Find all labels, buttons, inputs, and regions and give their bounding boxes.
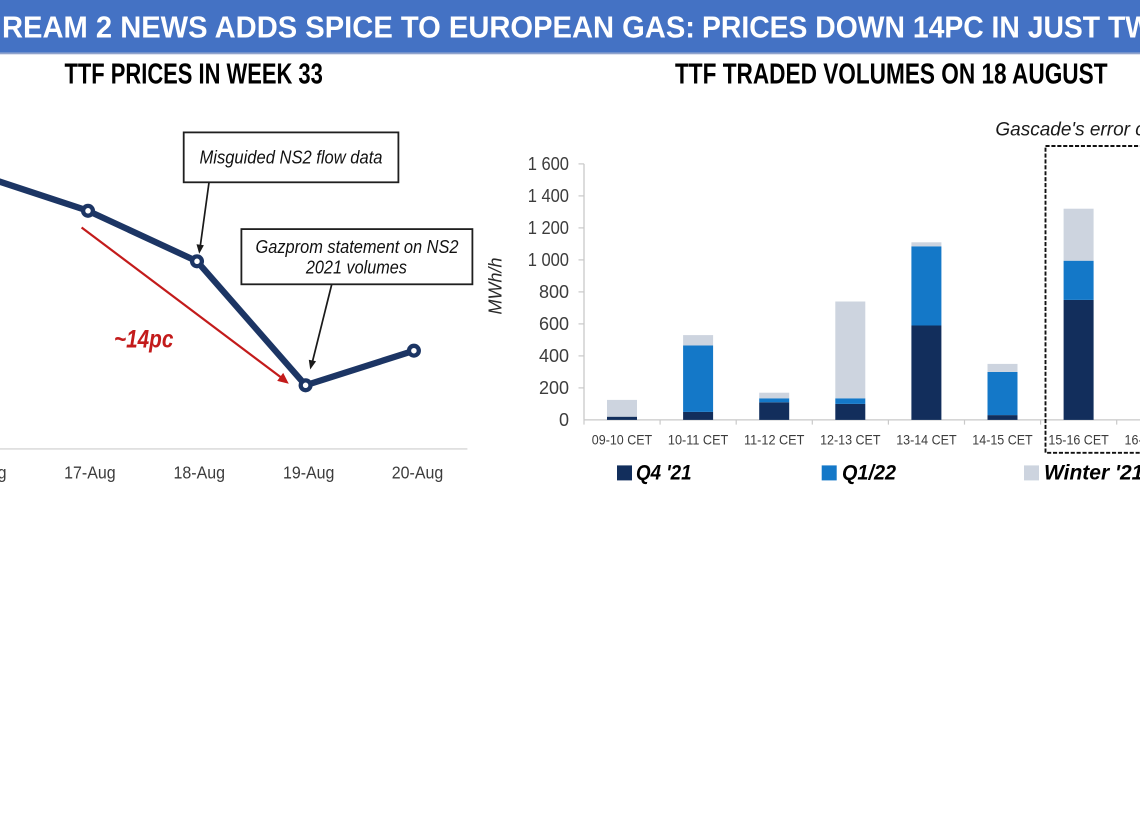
- svg-text:19-Aug: 19-Aug: [283, 463, 335, 483]
- svg-text:15-16 CET: 15-16 CET: [1048, 431, 1109, 447]
- svg-text:~14pc: ~14pc: [114, 326, 173, 354]
- svg-text:1 200: 1 200: [528, 218, 569, 238]
- svg-text:200: 200: [539, 378, 569, 398]
- svg-text:600: 600: [539, 314, 569, 334]
- svg-text:17-Aug: 17-Aug: [64, 463, 116, 483]
- svg-text:10-11 CET: 10-11 CET: [668, 431, 729, 447]
- svg-text:MWh/h: MWh/h: [486, 257, 506, 314]
- svg-text:0: 0: [559, 410, 569, 430]
- svg-text:14-15 CET: 14-15 CET: [972, 431, 1033, 447]
- svg-text:TTF TRADED VOLUMES ON 18 AUGUS: TTF TRADED VOLUMES ON 18 AUGUST: [675, 59, 1108, 91]
- svg-text:18-Aug: 18-Aug: [174, 463, 226, 483]
- svg-text:13-14 CET: 13-14 CET: [896, 431, 957, 447]
- svg-text:Q4 '21: Q4 '21: [636, 461, 692, 484]
- svg-text:1 600: 1 600: [528, 154, 569, 174]
- svg-text:400: 400: [539, 346, 569, 366]
- svg-text:Gascade's error corrected: Gascade's error corrected: [995, 119, 1140, 140]
- svg-text:Misguided NS2 flow data: Misguided NS2 flow data: [200, 148, 383, 168]
- svg-text:1 000: 1 000: [528, 250, 569, 270]
- svg-text:PRICES DOWN 14PC IN JUST TW: PRICES DOWN 14PC IN JUST TW: [702, 10, 1140, 45]
- svg-text:2021 volumes: 2021 volumes: [305, 258, 407, 278]
- svg-text:11-12 CET: 11-12 CET: [744, 431, 805, 447]
- svg-text:12-13 CET: 12-13 CET: [820, 431, 881, 447]
- svg-text:20-Aug: 20-Aug: [392, 463, 444, 483]
- svg-text:16-17 CET: 16-17 CET: [1125, 431, 1140, 447]
- svg-text:TTF PRICES IN WEEK 33: TTF PRICES IN WEEK 33: [65, 59, 323, 91]
- svg-text:1 400: 1 400: [528, 186, 569, 206]
- svg-text:Q1/22: Q1/22: [842, 461, 896, 484]
- svg-text:09-10 CET: 09-10 CET: [592, 431, 653, 447]
- svg-text:REAM 2 NEWS ADDS SPICE TO EURO: REAM 2 NEWS ADDS SPICE TO EUROPEAN GAS:: [2, 10, 695, 45]
- svg-text:16-Aug: 16-Aug: [0, 463, 7, 483]
- svg-text:Gazprom statement on NS2: Gazprom statement on NS2: [256, 237, 459, 257]
- svg-text:Winter '21/22: Winter '21/22: [1044, 461, 1140, 484]
- svg-text:800: 800: [539, 282, 569, 302]
